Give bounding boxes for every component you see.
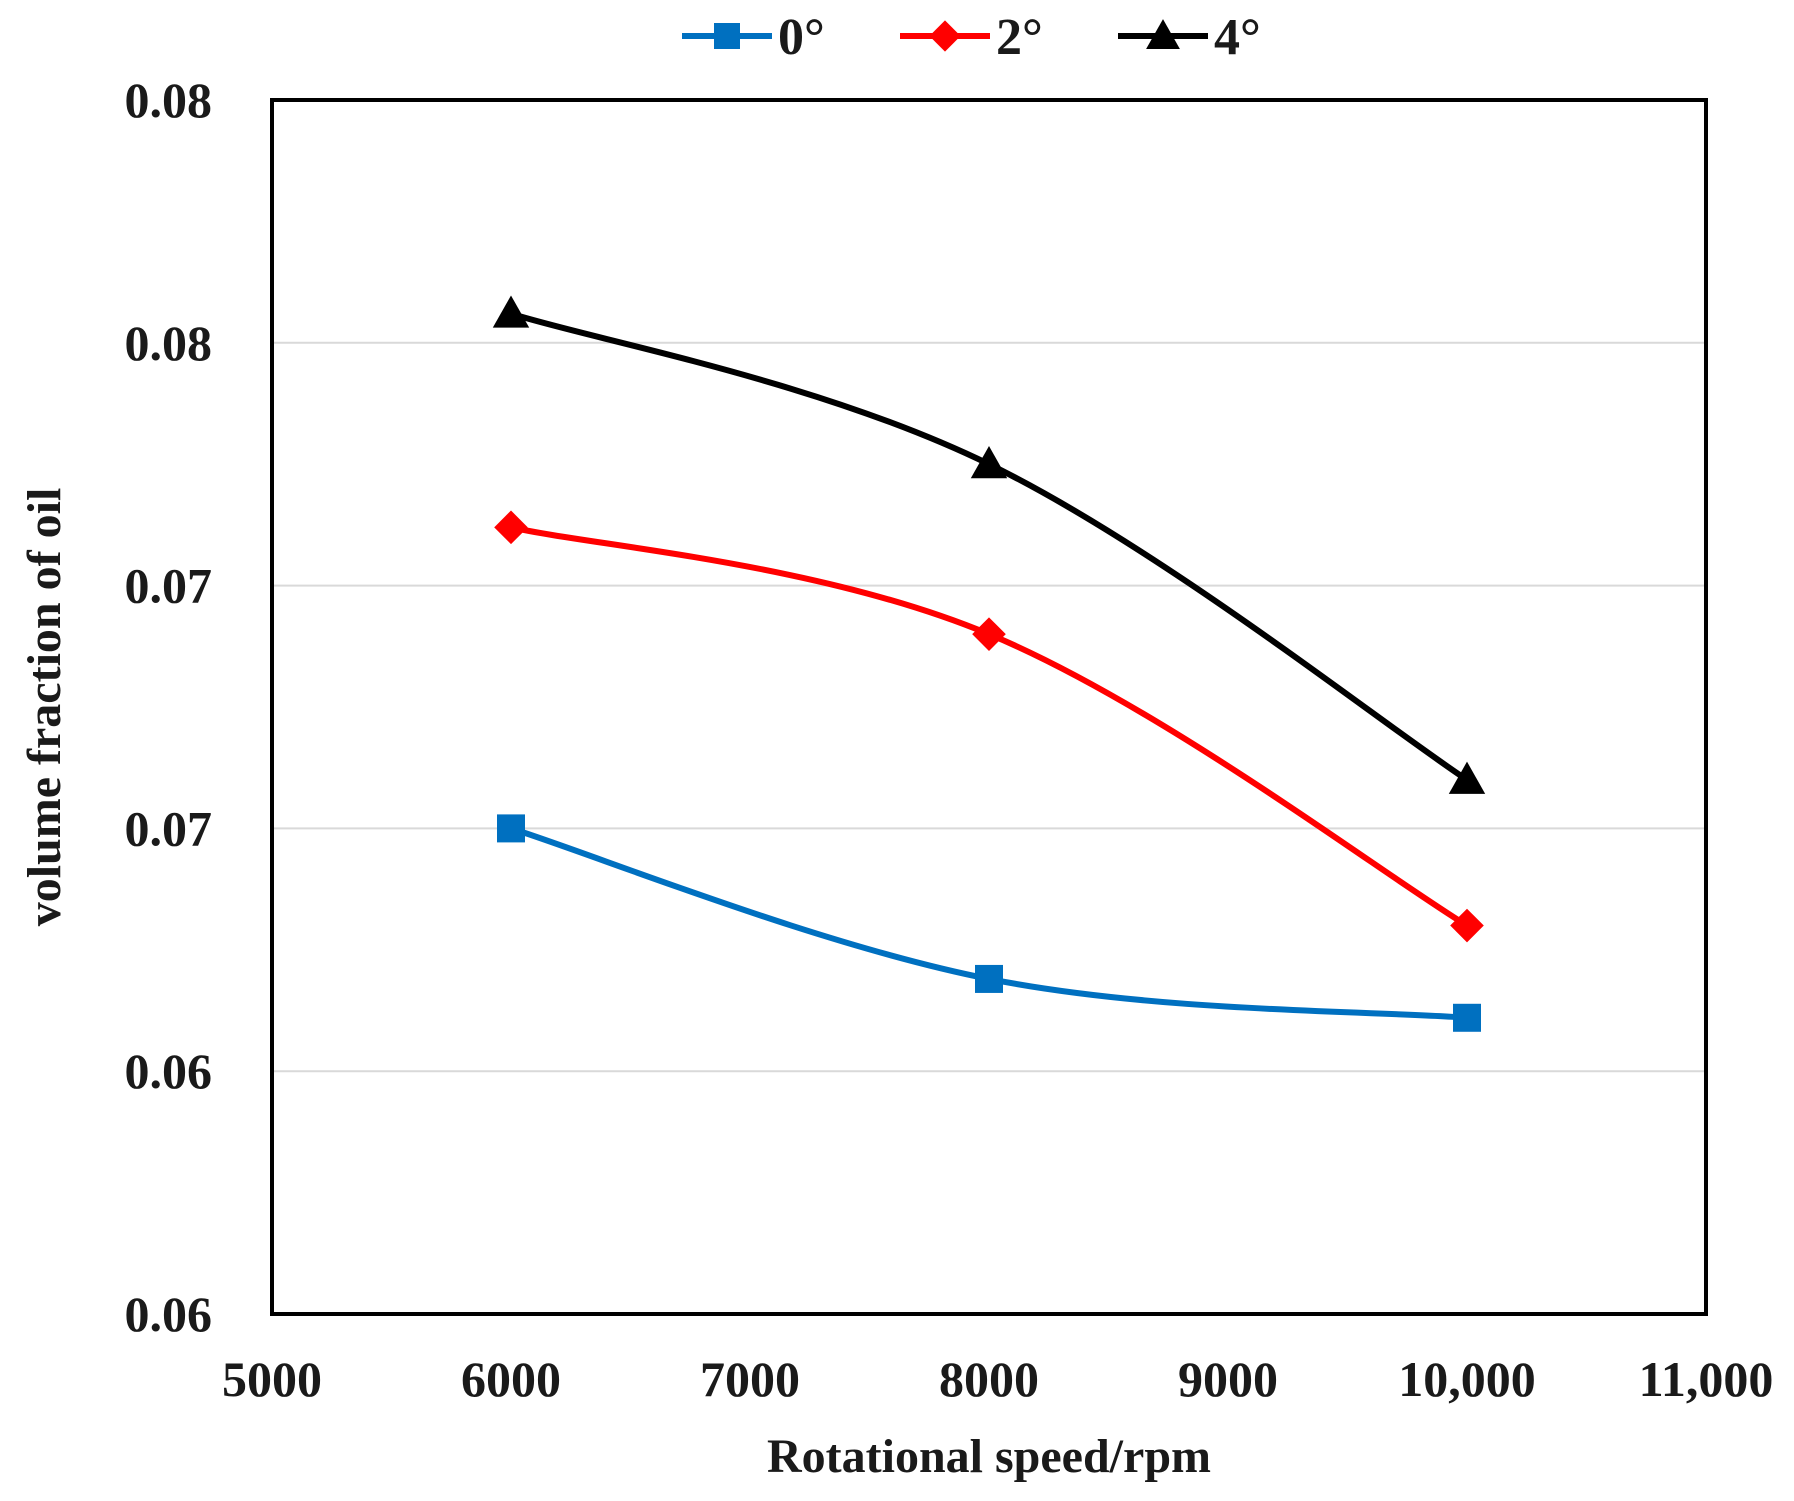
legend-item-2: 2° [900,9,1043,66]
series-group [492,295,1486,1032]
plot-area-frame [270,98,1708,1316]
series-line [508,310,1470,783]
series-2 [494,510,1484,943]
x-tick-label: 6000 [461,1351,561,1407]
x-axis-title: Rotational speed/rpm [767,1430,1211,1483]
data-point [497,814,525,843]
y-tick-label: 0.07 [125,800,213,856]
y-tick-label: 0.06 [125,1286,213,1342]
data-point [492,295,530,328]
x-tick-label: 11,000 [1639,1351,1774,1407]
series-line [508,524,1470,929]
data-point [972,617,1006,651]
x-tick-label: 8000 [939,1351,1039,1407]
series-3 [492,295,1486,794]
data-point [1448,761,1486,794]
x-tick-label: 7000 [700,1351,800,1407]
data-point [975,964,1003,993]
x-tick-label: 10,000 [1398,1351,1536,1407]
legend-marker [929,20,961,52]
y-tick-label: 0.06 [125,1043,213,1099]
x-axis-tick-labels: 5000 6000 7000 8000 9000 10,000 11,000 [222,1351,1773,1407]
y-tick-label: 0.08 [125,72,213,128]
legend-marker [714,23,740,49]
y-tick-label: 0.08 [125,315,213,371]
legend-item-3: 4° [1118,9,1261,66]
y-axis-title: volume fraction of oil [18,488,71,927]
y-axis-tick-labels: 0.06 0.06 0.07 0.07 0.08 0.08 [125,72,213,1342]
legend-label: 4° [1214,9,1261,66]
series-1 [497,814,1481,1032]
data-point [1450,908,1484,943]
legend-label: 0° [778,9,825,66]
legend-item-1: 0° [682,9,825,66]
legend-label: 2° [996,9,1043,66]
legend-marker [1146,19,1180,49]
data-point [494,510,528,545]
data-point [1453,1003,1481,1032]
legend: 0° 2° 4° [682,9,1261,66]
x-tick-label: 5000 [222,1351,322,1407]
data-point [970,446,1008,479]
x-tick-label: 9000 [1178,1351,1278,1407]
y-tick-label: 0.07 [125,558,213,614]
